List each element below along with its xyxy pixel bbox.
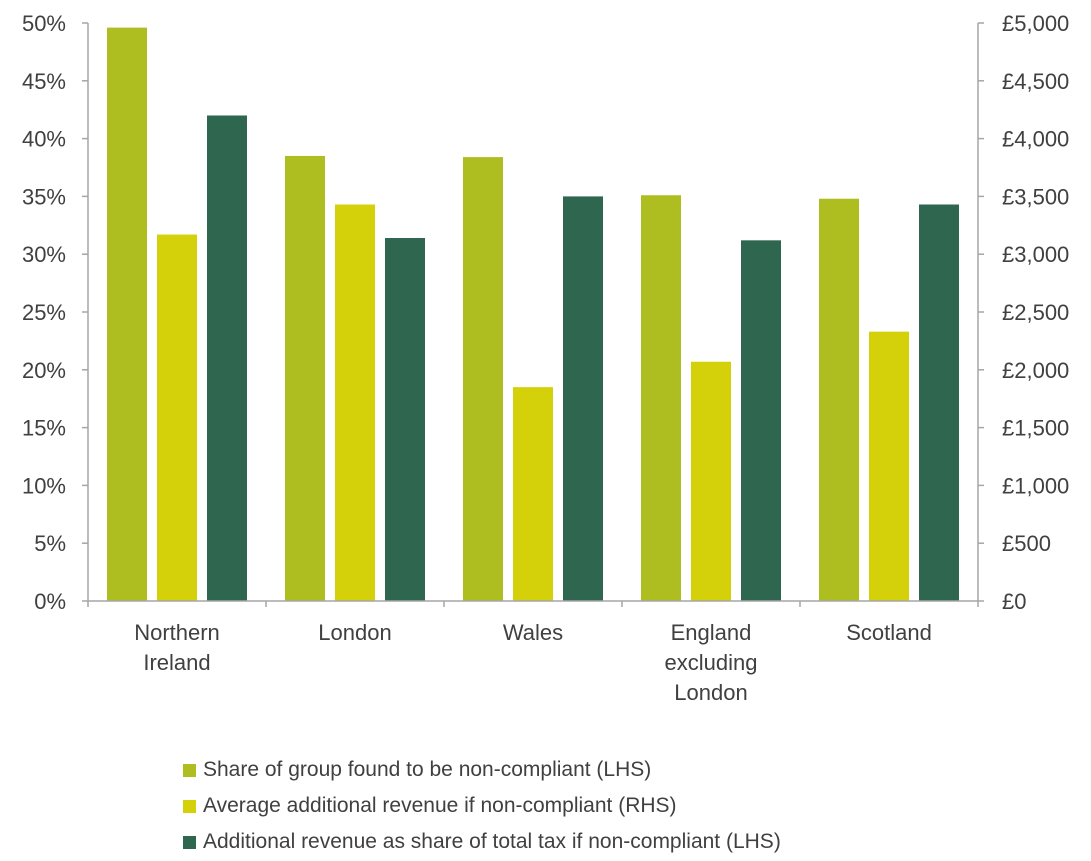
left-tick-label: 45% (22, 69, 66, 94)
legend-label-revenue-share-of-tax: Additional revenue as share of total tax… (203, 830, 781, 853)
left-tick-label: 20% (22, 358, 66, 383)
left-tick-label: 5% (34, 531, 66, 556)
right-tick-label: £1,500 (1002, 416, 1069, 441)
left-tick-label: 35% (22, 184, 66, 209)
bar-scotland-series-2 (869, 331, 909, 601)
bar-northern-ireland-series-2 (157, 234, 197, 601)
left-tick-label: 10% (22, 473, 66, 498)
bar-scotland-series-1 (819, 198, 859, 601)
right-tick-label: £2,500 (1002, 300, 1069, 325)
legend-swatch-share-non-compliant (183, 763, 196, 777)
left-tick-label: 50% (22, 11, 66, 36)
left-tick-label: 30% (22, 242, 66, 267)
bar-wales-series-1 (463, 157, 503, 601)
bar-wales-series-2 (513, 387, 553, 601)
left-tick-label: 25% (22, 300, 66, 325)
bar-northern-ireland-series-1 (107, 27, 147, 601)
legend-label-share-non-compliant: Share of group found to be non-compliant… (203, 758, 652, 781)
left-tick-label: 15% (22, 416, 66, 441)
bar-london-series-2 (335, 204, 375, 601)
bar-northern-ireland-series-3 (207, 115, 247, 601)
bar-wales-series-3 (563, 196, 603, 601)
right-tick-label: £4,000 (1002, 127, 1069, 152)
category-label-london: London (318, 620, 391, 645)
bar-england-excluding-london-series-1 (641, 195, 681, 601)
bar-chart: 0% 5% 10% 15% 20% 25% 30% 35% 40% 45% 50% £0 £500 £1,… (22, 11, 1069, 705)
category-label-northern-ireland: Northern Ireland (134, 620, 220, 675)
category-label-scotland: Scotland (846, 620, 932, 645)
bar-scotland-series-3 (919, 204, 959, 601)
right-tick-label: £1,000 (1002, 473, 1069, 498)
right-tick-label: £0 (1002, 589, 1026, 614)
right-tick-label: £500 (1002, 531, 1051, 556)
right-tick-label: £5,000 (1002, 11, 1069, 36)
legend: Share of group found to be non-compliant… (183, 752, 781, 860)
legend-label-average-revenue: Average additional revenue if non-compli… (203, 794, 677, 817)
legend-item-share-non-compliant: Share of group found to be non-compliant… (183, 752, 781, 788)
left-tick-label: 40% (22, 127, 66, 152)
legend-item-revenue-share-of-tax: Additional revenue as share of total tax… (183, 824, 781, 860)
left-tick-label: 0% (34, 589, 66, 614)
legend-item-average-revenue: Average additional revenue if non-compli… (183, 788, 781, 824)
bar-london-series-3 (385, 238, 425, 602)
bar-england-excluding-london-series-2 (691, 361, 731, 601)
category-label-wales: Wales (503, 620, 563, 645)
right-tick-label: £3,000 (1002, 242, 1069, 267)
right-tick-label: £2,000 (1002, 358, 1069, 383)
right-tick-label: £4,500 (1002, 69, 1069, 94)
category-label-england-excluding-london: England excluding London (665, 620, 758, 705)
legend-swatch-revenue-share-of-tax (183, 835, 196, 849)
bar-england-excluding-london-series-3 (741, 240, 781, 601)
legend-swatch-average-revenue (183, 799, 196, 813)
bar-london-series-1 (285, 155, 325, 601)
right-tick-label: £3,500 (1002, 184, 1069, 209)
